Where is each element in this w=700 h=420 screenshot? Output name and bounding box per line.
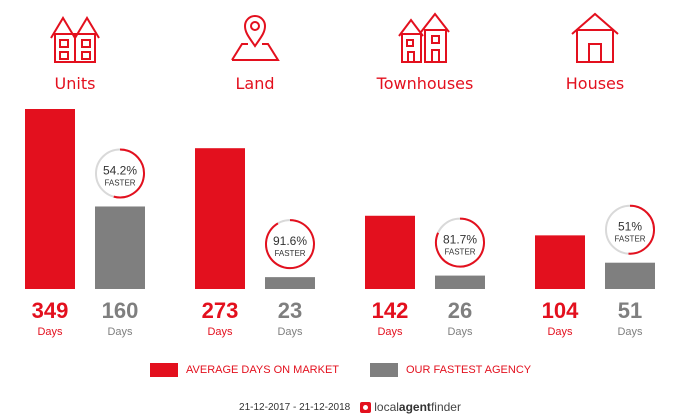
land-icon: [228, 10, 282, 69]
brand-tail: finder: [430, 400, 461, 414]
legend-label-average: AVERAGE DAYS ON MARKET: [186, 364, 340, 376]
legend-swatch-average: [150, 363, 178, 377]
legend-label-fastest: OUR FASTEST AGENCY: [406, 364, 532, 376]
brand-logo: local agent finder: [360, 400, 461, 414]
townhouses-icon: [395, 10, 455, 69]
brand-light: local: [374, 400, 399, 414]
units-icon: [45, 10, 105, 69]
value-average-units: 349: [32, 298, 69, 323]
legend-swatch-fastest: [370, 363, 398, 377]
badge-percent-townhouses: 81.7%: [443, 233, 477, 247]
unit-average-houses: Days: [547, 326, 573, 338]
legend-fastest: OUR FASTEST AGENCY: [370, 362, 531, 378]
unit-average-townhouses: Days: [377, 326, 403, 338]
value-average-houses: 104: [542, 298, 579, 323]
category-label: Units: [54, 74, 96, 93]
badge-arc-units: [113, 148, 145, 199]
value-fastest-houses: 51: [618, 298, 642, 323]
badge-arc-houses: [628, 204, 655, 255]
unit-fastest-townhouses: Days: [447, 326, 473, 338]
badge-caption-houses: FASTER: [614, 235, 645, 244]
badge-arc-townhouses: [435, 217, 485, 268]
badge-percent-units: 54.2%: [103, 163, 137, 177]
unit-average-units: Days: [37, 326, 63, 338]
badge-caption-units: FASTER: [104, 178, 135, 187]
bar-average-houses: [535, 235, 585, 289]
date-range: 21-12-2017 - 21-12-2018: [239, 401, 351, 413]
unit-fastest-houses: Days: [617, 326, 643, 338]
houses-icon: [568, 10, 622, 69]
value-average-townhouses: 142: [372, 298, 409, 323]
bar-fastest-land: [265, 277, 315, 289]
days-on-market-chart: 349Days160Days54.2%FASTER273Days23Days91…: [25, 109, 655, 338]
bar-fastest-houses: [605, 262, 655, 289]
bar-average-units: [25, 109, 75, 289]
footer: 21-12-2017 - 21-12-2018 local agent finder: [0, 400, 700, 414]
category-header-units: Units: [0, 0, 150, 100]
value-fastest-land: 23: [278, 298, 302, 323]
category-label: Townhouses: [376, 74, 474, 93]
value-average-land: 273: [202, 298, 239, 323]
category-label: Land: [235, 74, 275, 93]
brand-icon: [360, 401, 372, 413]
bar-fastest-units: [95, 206, 145, 289]
value-fastest-townhouses: 26: [448, 298, 472, 323]
legend-average: AVERAGE DAYS ON MARKET: [150, 362, 339, 378]
category-header-townhouses: Townhouses: [350, 0, 500, 100]
bar-fastest-townhouses: [435, 275, 485, 289]
badge-percent-houses: 51%: [618, 220, 642, 234]
bar-average-townhouses: [365, 215, 415, 289]
category-header-land: Land: [180, 0, 330, 100]
unit-average-land: Days: [207, 326, 233, 338]
bar-average-land: [195, 148, 245, 289]
unit-fastest-land: Days: [277, 326, 303, 338]
unit-fastest-units: Days: [107, 326, 133, 338]
badge-caption-land: FASTER: [274, 249, 305, 258]
badge-arc-land: [265, 219, 315, 270]
brand-bold: agent: [398, 400, 431, 414]
category-header-houses: Houses: [520, 0, 670, 100]
value-fastest-units: 160: [102, 298, 139, 323]
badge-caption-townhouses: FASTER: [444, 248, 475, 257]
badge-percent-land: 91.6%: [273, 234, 307, 248]
category-label: Houses: [565, 74, 625, 93]
